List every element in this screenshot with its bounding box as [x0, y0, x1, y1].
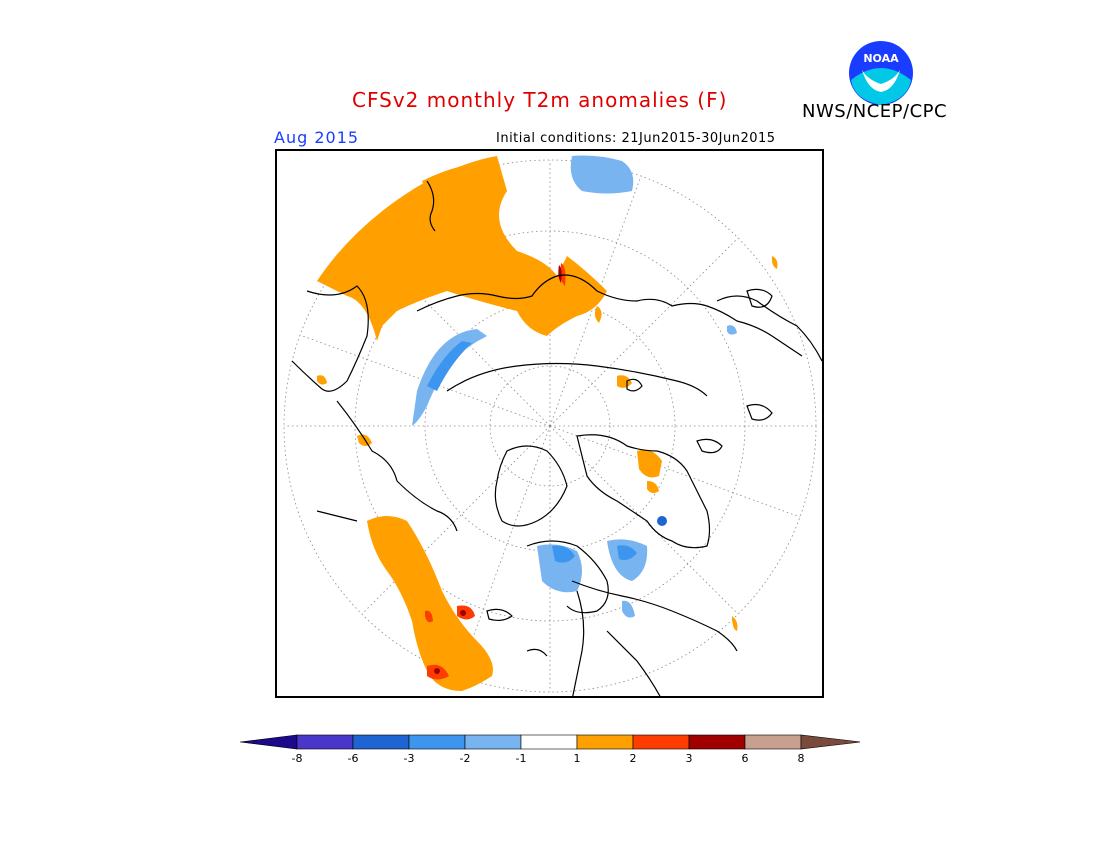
colorbar-tick-label: -1 — [515, 752, 527, 765]
colorbar-tick-label: 6 — [741, 752, 749, 765]
colorbar-tick-label: 2 — [629, 752, 637, 765]
forecast-month: Aug 2015 — [274, 128, 360, 147]
colorbar-tick-label: 8 — [797, 752, 805, 765]
noaa-logo: NOAA — [849, 41, 913, 105]
polar-map — [283, 155, 822, 696]
colorbar-cell — [520, 734, 578, 750]
logo-text: NOAA — [863, 52, 899, 65]
graticule — [283, 159, 817, 693]
colorbar-cell — [576, 734, 634, 750]
colorbar-tick-label: -8 — [291, 752, 303, 765]
colorbar-cell — [296, 734, 354, 750]
colorbar-tick-label: 1 — [573, 752, 581, 765]
page-title: CFSv2 monthly T2m anomalies (F) — [352, 88, 728, 112]
colorbar-tick-label: -6 — [347, 752, 359, 765]
map-frame — [275, 149, 824, 698]
colorbar-tick-label: 3 — [685, 752, 693, 765]
anomaly-very-cold — [657, 516, 667, 526]
anomaly-cold — [427, 341, 637, 563]
colorbar — [240, 734, 860, 750]
colorbar-cell — [688, 734, 746, 750]
anomaly-cool — [412, 155, 737, 618]
colorbar-cell — [744, 734, 802, 750]
colorbar-tick-label: -2 — [459, 752, 471, 765]
colorbar-cells — [240, 734, 860, 750]
colorbar-cell — [632, 734, 690, 750]
colorbar-tick-label: -3 — [403, 752, 415, 765]
anomaly-warm — [317, 156, 778, 691]
agency-label: NWS/NCEP/CPC — [802, 101, 948, 122]
initial-conditions: Initial conditions: 21Jun2015-30Jun2015 — [496, 131, 776, 146]
colorbar-cell — [408, 734, 466, 750]
anomaly-very-hot — [434, 265, 562, 674]
coastlines — [291, 180, 822, 696]
colorbar-arrow-left — [240, 734, 298, 750]
colorbar-cell — [352, 734, 410, 750]
colorbar-cell — [464, 734, 522, 750]
colorbar-arrow-right — [800, 734, 860, 750]
